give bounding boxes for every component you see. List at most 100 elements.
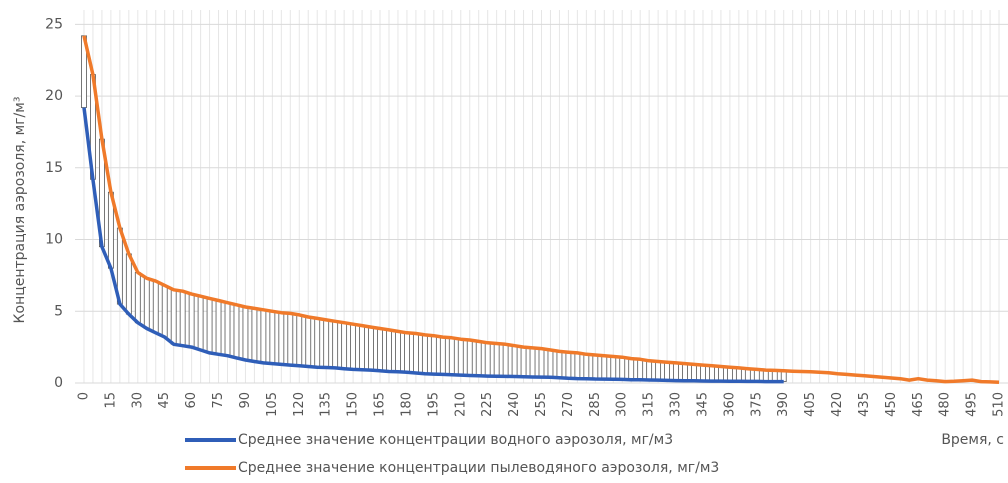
up-down-bar [134,272,141,324]
x-tick-label: 435 [857,392,872,417]
legend-label: Среднее значение концентрации водного аэ… [238,432,673,448]
up-down-bar [260,309,267,364]
x-tick-label: 450 [884,392,899,417]
x-tick-label: 360 [722,392,737,417]
x-tick-label: 60 [184,392,199,409]
x-tick-label: 195 [426,392,441,417]
up-down-bar [314,318,321,368]
up-down-bar [269,310,276,365]
up-down-bar [592,354,599,380]
up-down-bar [439,336,446,375]
up-down-bar [395,330,401,373]
x-tick-label: 315 [642,392,657,417]
x-tick-label: 345 [695,392,710,417]
x-tick-label: 255 [534,392,549,417]
up-down-bar [179,290,186,347]
x-tick-label: 420 [830,392,845,417]
x-tick-label: 270 [561,392,576,417]
up-down-bar [448,337,455,376]
up-down-bar [511,345,518,377]
x-tick-label: 165 [373,392,388,417]
up-down-bar [332,320,339,369]
up-down-bar [610,356,617,380]
x-axis-label: Время, с [941,432,1004,448]
up-down-bar [700,364,706,382]
up-down-bar [556,351,563,379]
x-tick-label: 45 [157,392,172,409]
up-down-bar [547,349,554,378]
up-down-bar [726,366,733,382]
y-tick-label: 15 [45,160,63,176]
up-down-bar [323,319,330,368]
legend-label: Среднее значение концентрации пылеводяно… [238,460,719,476]
up-down-bar [466,339,473,376]
up-down-bar [350,323,357,370]
up-down-bar [735,367,742,382]
x-tick-label: 210 [453,392,468,417]
up-down-bar [386,329,392,372]
up-down-bar [233,304,240,359]
up-down-bar [341,322,348,370]
up-down-bar [413,333,419,374]
up-down-bar [502,343,509,377]
x-tick-label: 465 [911,392,926,417]
up-down-bar [377,328,383,372]
series-line [82,107,784,384]
up-down-bar [493,343,500,377]
up-down-bar [170,289,177,345]
up-down-bar [296,314,303,367]
up-down-bar [143,277,150,329]
up-down-bar [125,253,132,315]
up-down-bar [197,295,204,351]
y-tick-label: 10 [45,232,63,248]
x-tick-label: 480 [938,392,953,417]
up-down-bar [421,334,428,375]
up-down-bar [682,363,688,382]
up-down-bar [529,347,536,378]
up-down-bar [242,306,249,361]
x-tick-label: 30 [130,392,145,409]
x-tick-label: 90 [238,392,253,409]
x-tick-label: 240 [507,392,522,417]
up-down-bar [637,358,644,381]
x-tick-label: 285 [588,392,603,417]
x-tick-label: 0 [76,392,91,400]
x-tick-label: 225 [480,392,495,417]
up-down-bar [583,353,590,380]
x-tick-label: 495 [965,392,980,417]
up-down-bar [188,293,195,348]
up-down-bar [484,342,491,377]
up-down-bar [251,307,258,362]
up-down-bar [287,313,294,366]
x-tick-label: 150 [346,392,361,417]
up-down-bar [520,346,527,378]
series-line [82,35,1000,385]
up-down-bar [628,358,635,381]
x-tick-label: 390 [776,392,791,417]
y-tick-label: 25 [45,16,63,32]
up-down-bar [278,312,285,365]
up-down-bar [206,297,213,354]
up-down-bar [574,352,581,379]
up-down-bar [457,338,464,376]
up-down-bar [430,335,437,375]
up-down-bar [152,280,159,334]
up-down-bar [404,332,410,373]
up-down-bar [359,325,365,371]
x-tick-label: 135 [319,392,334,417]
up-down-bar [161,285,168,338]
x-tick-label: 105 [265,392,280,417]
up-down-bar [691,363,697,382]
x-tick-label: 300 [615,392,630,417]
x-tick-label: 375 [749,392,764,417]
up-down-bar [368,326,374,371]
y-tick-label: 0 [54,375,63,391]
up-down-bar [619,356,626,380]
up-down-bar [538,348,545,378]
y-tick-label: 5 [54,303,63,319]
up-down-bar [305,316,312,367]
x-tick-label: 510 [992,392,1007,417]
up-down-bar [673,362,679,381]
x-tick-label: 120 [292,392,307,417]
